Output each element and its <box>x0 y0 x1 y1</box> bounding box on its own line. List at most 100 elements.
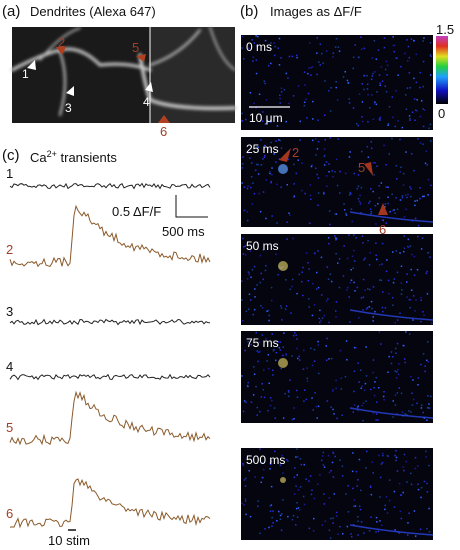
pixel <box>407 245 409 248</box>
pixel <box>282 472 284 474</box>
pixel <box>306 377 308 380</box>
pixel <box>282 346 284 348</box>
pixel <box>395 90 397 92</box>
pixel <box>280 367 282 370</box>
pixel <box>259 350 261 353</box>
frame <box>241 234 433 325</box>
pixel <box>386 454 389 457</box>
pixel <box>368 264 371 266</box>
pixel <box>324 139 326 141</box>
pixel <box>404 413 406 415</box>
pixel <box>310 493 313 496</box>
pixel <box>295 507 298 510</box>
pixel <box>383 46 386 49</box>
pixel <box>313 360 316 362</box>
pixel <box>295 524 297 526</box>
pixel <box>420 486 423 489</box>
pixel <box>422 60 425 63</box>
pixel <box>297 507 300 509</box>
pixel <box>396 319 399 321</box>
pixel <box>251 203 253 205</box>
pixel <box>392 281 395 284</box>
pixel <box>411 111 414 113</box>
pixel <box>401 196 404 199</box>
pixel <box>243 246 245 248</box>
pixel <box>263 369 265 371</box>
pixel <box>262 477 264 479</box>
pixel <box>352 67 354 70</box>
pixel <box>392 416 394 418</box>
trace <box>9 373 211 381</box>
pixel <box>384 504 386 507</box>
pixel <box>311 314 314 317</box>
pixel <box>378 454 380 457</box>
pixel <box>410 483 413 486</box>
pixel <box>312 409 314 411</box>
pixel <box>285 354 287 356</box>
pixel <box>337 533 339 535</box>
pixel <box>403 247 406 249</box>
pixel <box>371 461 373 463</box>
panel-title: Images as ΔF/F <box>270 4 362 19</box>
pixel <box>352 452 354 454</box>
pixel <box>309 194 312 197</box>
pixel <box>316 271 318 274</box>
pixel <box>342 533 344 535</box>
pixel <box>266 360 268 362</box>
pixel <box>362 419 364 422</box>
pixel <box>262 158 264 160</box>
pixel <box>367 288 369 290</box>
pixel <box>262 191 265 193</box>
pixel <box>302 495 305 498</box>
pixel <box>410 472 412 475</box>
pixel <box>308 480 310 482</box>
pixel <box>366 88 369 90</box>
pixel <box>342 275 345 277</box>
pixel <box>422 311 424 313</box>
pixel <box>296 54 298 57</box>
pixel <box>401 195 404 197</box>
pixel <box>326 266 329 268</box>
pixel <box>289 288 291 291</box>
pixel <box>301 189 303 192</box>
pixel <box>426 491 429 493</box>
pixel <box>422 353 425 355</box>
pixel <box>393 278 395 280</box>
pixel <box>381 80 384 82</box>
pixel <box>287 395 290 398</box>
pixel <box>422 85 424 88</box>
pixel <box>376 91 378 93</box>
pixel <box>243 400 246 402</box>
pixel <box>250 343 252 346</box>
pixel <box>315 405 318 408</box>
pixel <box>406 39 408 41</box>
pixel <box>340 377 342 379</box>
pixel <box>396 342 399 345</box>
pixel <box>325 50 328 52</box>
pixel <box>392 209 394 212</box>
colorbar-max: 1.5 <box>436 22 454 37</box>
pixel <box>424 365 426 367</box>
pixel <box>316 173 318 176</box>
pixel <box>271 399 273 402</box>
panel-title: Dendrites (Alexa 647) <box>30 4 156 19</box>
pixel <box>365 467 367 469</box>
pixel <box>311 164 313 167</box>
pixel <box>376 258 378 261</box>
pixel <box>369 288 371 291</box>
pixel <box>348 296 350 298</box>
pixel <box>363 88 365 91</box>
pixel <box>419 197 421 200</box>
pixel <box>331 461 334 464</box>
pixel <box>272 522 274 524</box>
pixel <box>375 254 377 256</box>
pixel <box>361 235 364 237</box>
pixel <box>407 522 409 524</box>
pixel <box>415 53 417 56</box>
pixel <box>399 199 402 201</box>
pixel <box>268 526 270 529</box>
pixel <box>310 198 312 200</box>
pixel <box>253 366 255 368</box>
pixel <box>369 485 372 487</box>
